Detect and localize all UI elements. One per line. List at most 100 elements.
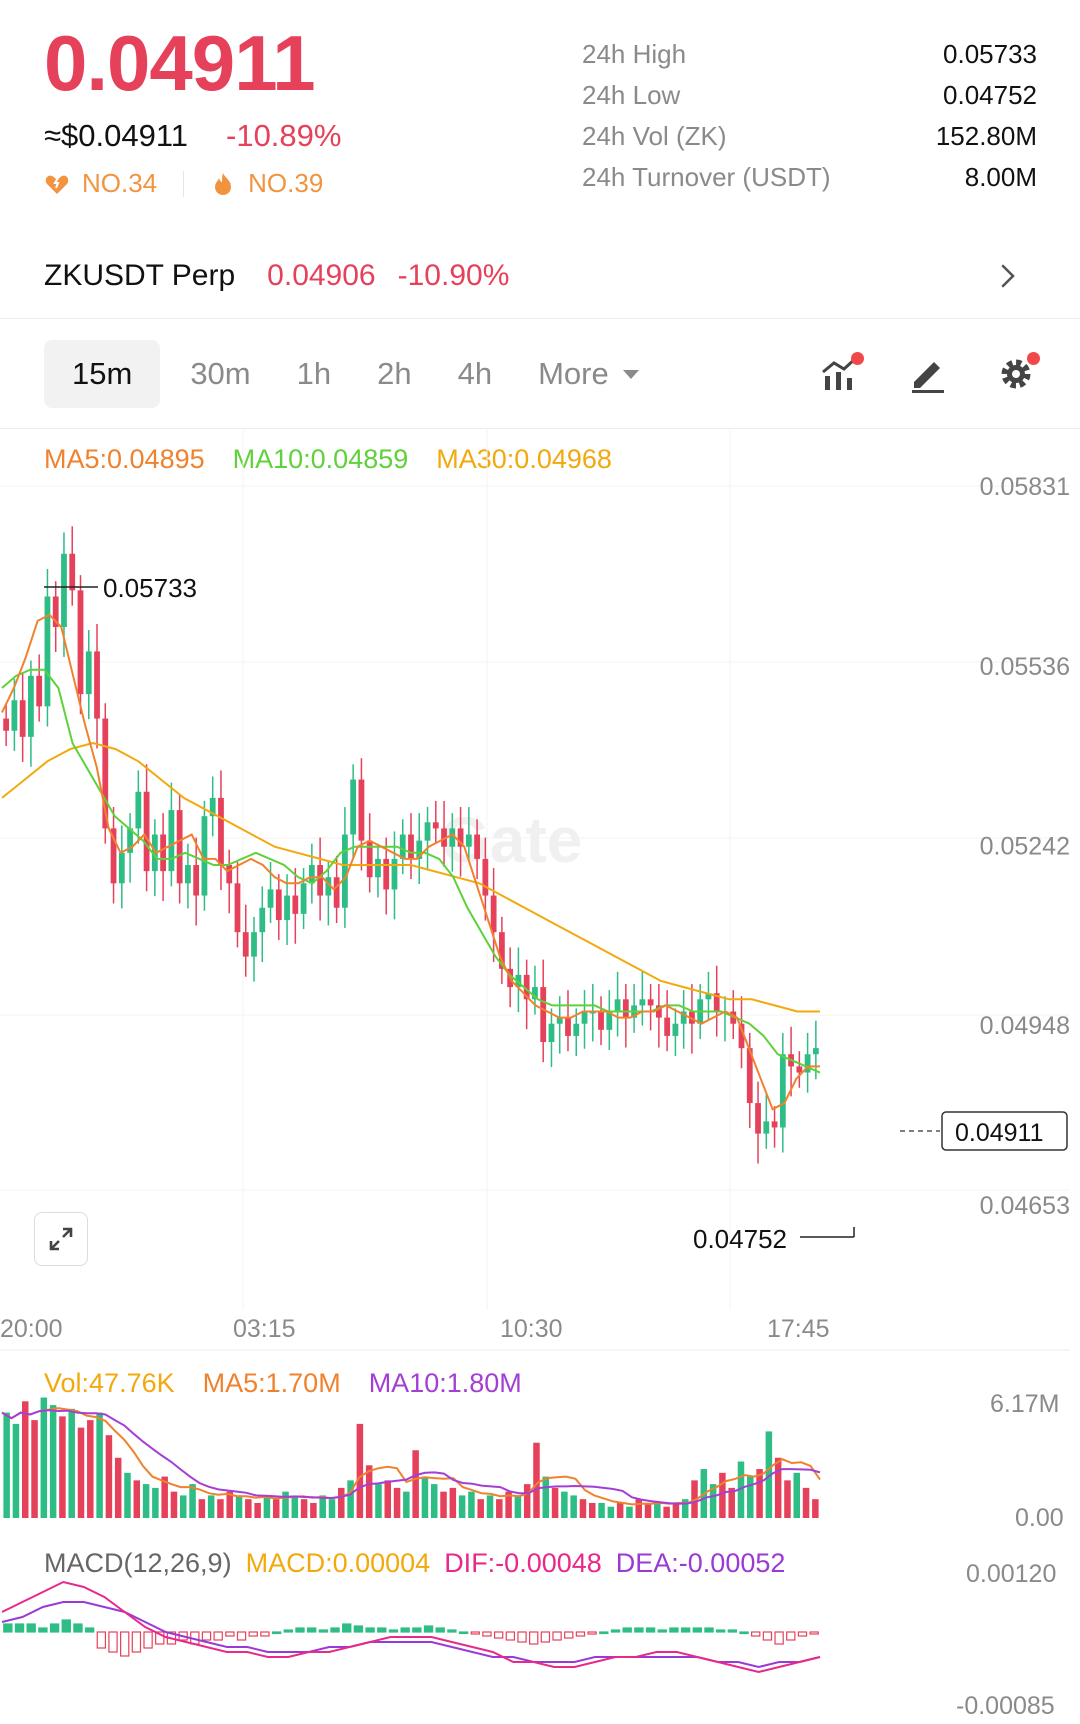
- current-price-tag[interactable]: 0.04911: [900, 1111, 1068, 1151]
- macd-bar: [727, 1629, 738, 1633]
- candle-body: [391, 858, 398, 890]
- macd-bar: [774, 1631, 784, 1645]
- volume-bar: [719, 1472, 726, 1518]
- candle-body: [672, 1023, 679, 1036]
- macd-bar: [447, 1629, 457, 1633]
- volume-bar: [170, 1491, 178, 1518]
- gear-icon: [1001, 359, 1031, 389]
- ma-lines: [1, 613, 821, 1111]
- macd-bar: [213, 1631, 223, 1641]
- volume-bar: [3, 1412, 10, 1518]
- candle-body: [457, 828, 464, 847]
- candle-body: [201, 816, 208, 896]
- volume-bar: [774, 1457, 782, 1518]
- tab-4h[interactable]: 4h: [457, 356, 493, 391]
- candle-body: [680, 1011, 687, 1024]
- candle-body: [325, 877, 332, 896]
- candle-body: [127, 828, 133, 853]
- candle-body: [61, 553, 67, 627]
- candle-body: [449, 828, 456, 847]
- high-marker-label: 0.05733: [103, 573, 197, 603]
- tab-30m[interactable]: 30m: [190, 356, 251, 391]
- flame-icon: [215, 172, 232, 195]
- candle-body: [598, 1011, 604, 1030]
- stat-24h-high: 24h High 0.05733: [582, 34, 1037, 75]
- macd-axis-max: 0.00120: [966, 1560, 1056, 1588]
- tab-1h[interactable]: 1h: [296, 356, 332, 391]
- volume-bar: [21, 1401, 29, 1518]
- candle-body: [251, 932, 257, 957]
- volume-bar: [319, 1495, 326, 1518]
- macd-bar: [517, 1631, 527, 1643]
- macd-bar: [610, 1629, 621, 1633]
- tab-2h[interactable]: 2h: [377, 356, 412, 391]
- volume-bar: [737, 1461, 745, 1518]
- candle-body: [69, 553, 76, 591]
- candle-body: [185, 865, 191, 884]
- draw-button[interactable]: [904, 350, 952, 398]
- candle-body: [804, 1054, 811, 1073]
- candle-body: [160, 834, 167, 872]
- candle-body: [771, 1121, 778, 1128]
- rank-2-label: NO.39: [248, 168, 324, 198]
- dif-value: DIF:-0.00048: [444, 1548, 602, 1578]
- macd-bar: [400, 1627, 410, 1633]
- macd-bar: [201, 1631, 212, 1641]
- volume-bar: [486, 1495, 494, 1518]
- rank-divider: [183, 170, 185, 197]
- tab-15m[interactable]: 15m: [44, 340, 161, 408]
- macd-bar: [38, 1627, 48, 1633]
- volume-bar: [12, 1423, 20, 1518]
- volume-bar: [589, 1502, 596, 1518]
- kline-chart[interactable]: Gate 0.05831 0.05536 0.05242 0.04948 0.04653…: [0, 430, 1080, 1724]
- volume-bar: [338, 1487, 345, 1518]
- macd-bar: [318, 1629, 329, 1633]
- volume-bar: [449, 1487, 457, 1518]
- volume-bar: [570, 1495, 577, 1518]
- rank-badge-1[interactable]: NO.34: [44, 168, 157, 199]
- dif-line: [1, 1580, 821, 1674]
- candle-body: [647, 999, 654, 1006]
- more-timeframes-dropdown[interactable]: More: [538, 356, 639, 392]
- fullscreen-button[interactable]: [34, 1212, 88, 1266]
- candle-body: [366, 840, 373, 878]
- volume-bar: [654, 1502, 661, 1518]
- macd-bar: [622, 1627, 632, 1633]
- candle-body: [465, 834, 472, 847]
- macd-bar: [493, 1631, 504, 1639]
- macd-bar: [505, 1631, 516, 1641]
- stat-24h-low: 24h Low 0.04752: [582, 75, 1037, 116]
- volume-bar: [561, 1491, 568, 1518]
- volume-bar: [458, 1495, 466, 1518]
- volume-bars: [3, 1397, 819, 1518]
- price-axis-label: 0.04948: [980, 1012, 1070, 1040]
- volume-bar: [542, 1476, 550, 1518]
- indicators-button[interactable]: [816, 350, 864, 398]
- candle-body: [441, 828, 447, 847]
- volume-bar: [161, 1476, 168, 1518]
- last-price: 0.04911: [44, 19, 316, 107]
- candle-body: [135, 791, 142, 829]
- volume-bar: [310, 1502, 317, 1518]
- notification-dot: [851, 352, 864, 365]
- candle-body: [19, 700, 26, 737]
- rank-badge-2[interactable]: NO.39: [210, 168, 323, 199]
- vol-ma10-line: [1, 1409, 821, 1505]
- candle-body: [36, 675, 43, 707]
- settings-button[interactable]: [992, 350, 1040, 398]
- price-change-pct: -10.89%: [226, 118, 342, 153]
- candle-body: [342, 834, 348, 908]
- candle-body: [52, 596, 59, 627]
- volume-bar: [282, 1491, 289, 1518]
- candle-body: [755, 1103, 761, 1134]
- candle-body: [498, 932, 505, 969]
- candle-body: [399, 834, 406, 859]
- volume-bar: [579, 1499, 587, 1518]
- volume-bar: [254, 1502, 261, 1518]
- candle-body: [664, 1017, 671, 1036]
- volume-bar: [133, 1480, 141, 1518]
- candle-body: [812, 1048, 819, 1055]
- perp-link-row[interactable]: ZKUSDT Perp 0.04906 -10.90%: [44, 252, 1034, 300]
- volume-bar: [347, 1480, 354, 1518]
- indicator-chart-icon: [822, 356, 858, 390]
